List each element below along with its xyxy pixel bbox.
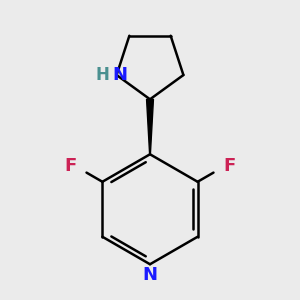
- Text: N: N: [142, 266, 158, 284]
- Text: F: F: [224, 157, 236, 175]
- Text: H: H: [95, 66, 109, 84]
- Text: F: F: [64, 157, 76, 175]
- Text: N: N: [112, 66, 127, 84]
- Polygon shape: [147, 99, 153, 154]
